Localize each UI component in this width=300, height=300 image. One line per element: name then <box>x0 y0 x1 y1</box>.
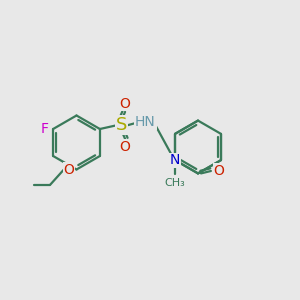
Text: O: O <box>120 97 130 111</box>
Text: N: N <box>170 153 180 167</box>
Text: HN: HN <box>135 116 156 129</box>
Text: O: O <box>214 164 224 178</box>
Text: CH₃: CH₃ <box>165 178 185 188</box>
Text: O: O <box>64 163 74 176</box>
Text: F: F <box>41 122 49 136</box>
Text: O: O <box>120 140 130 154</box>
Text: S: S <box>116 116 127 134</box>
